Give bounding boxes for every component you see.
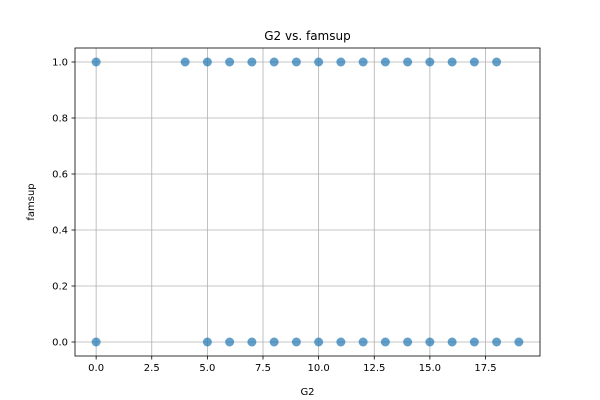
data-point [514, 337, 524, 347]
data-point [269, 57, 279, 67]
data-point [91, 337, 101, 347]
y-tick-label: 0.4 [52, 226, 68, 237]
x-tick-label: 10.0 [307, 363, 329, 374]
y-axis-title: famsup [26, 183, 37, 220]
x-tick-label: 2.5 [144, 363, 160, 374]
data-point [469, 57, 479, 67]
data-point [403, 337, 413, 347]
y-tick-label: 0.6 [52, 170, 68, 181]
x-tick-label: 17.5 [474, 363, 496, 374]
plot-area [75, 48, 540, 356]
y-tick-label: 0.8 [52, 114, 68, 125]
data-point [380, 57, 390, 67]
data-point [247, 57, 257, 67]
data-point [358, 57, 368, 67]
data-point [492, 337, 502, 347]
data-point [403, 57, 413, 67]
data-point [447, 337, 457, 347]
x-axis-title: G2 [300, 387, 314, 398]
y-ticks: 0.0 0.2 0.4 0.6 0.8 1.0 [52, 58, 75, 349]
data-point [202, 57, 212, 67]
plot-frame [74, 47, 541, 357]
data-point [492, 57, 502, 67]
data-points [91, 57, 524, 347]
data-point [447, 57, 457, 67]
data-point [247, 337, 257, 347]
data-point [314, 57, 324, 67]
y-tick-label: 0.0 [52, 338, 68, 349]
x-tick-label: 15.0 [419, 363, 441, 374]
data-point [225, 57, 235, 67]
data-point [425, 57, 435, 67]
data-point [358, 337, 368, 347]
x-ticks: 0.0 2.5 5.0 7.5 10.0 12.5 15.0 17.5 [88, 356, 497, 374]
y-tick-label: 1.0 [52, 58, 68, 69]
chart-title: G2 vs. famsup [264, 29, 350, 43]
data-point [269, 337, 279, 347]
data-point [425, 337, 435, 347]
data-point [336, 337, 346, 347]
y-tick-label: 0.2 [52, 282, 68, 293]
data-point [336, 57, 346, 67]
data-point [469, 337, 479, 347]
data-point [180, 57, 190, 67]
x-tick-label: 12.5 [363, 363, 385, 374]
data-point [202, 337, 212, 347]
data-point [225, 337, 235, 347]
data-point [91, 57, 101, 67]
data-point [291, 337, 301, 347]
grid [75, 48, 540, 356]
data-point [380, 337, 390, 347]
x-tick-label: 0.0 [88, 363, 104, 374]
x-tick-label: 5.0 [199, 363, 215, 374]
data-point [291, 57, 301, 67]
x-tick-label: 7.5 [255, 363, 271, 374]
data-point [314, 337, 324, 347]
